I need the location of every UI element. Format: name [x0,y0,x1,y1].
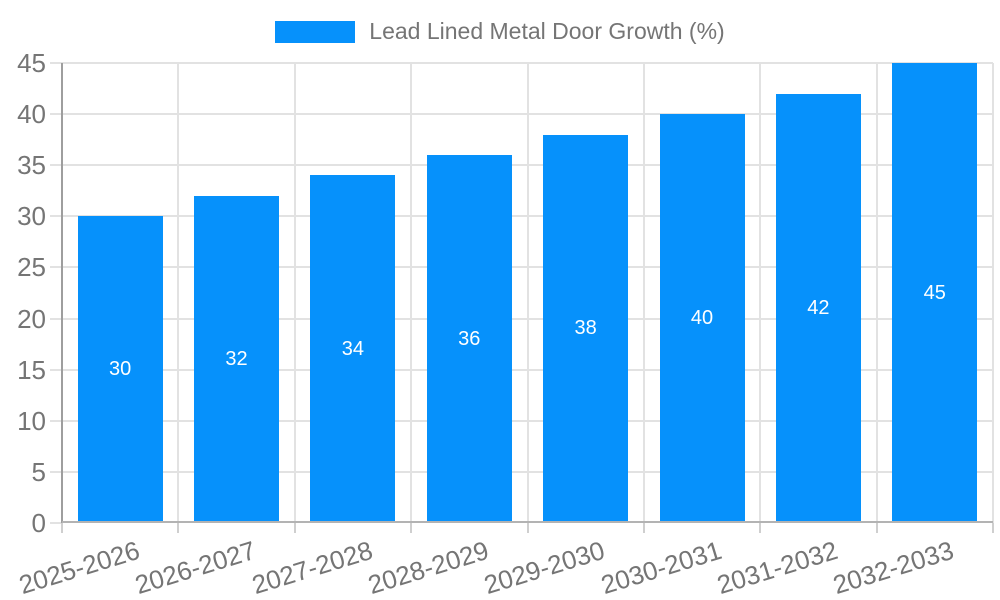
h-gridline [50,522,62,524]
h-gridline [50,317,993,320]
legend-swatch[interactable] [275,20,356,43]
bar-slot: 36 [411,63,527,523]
x-axis-tick-label: 2026-2027 [131,535,260,600]
bar-slot: 30 [62,63,178,523]
bar-2026-2027: 32 [194,195,280,523]
bar-2029-2030: 38 [543,134,629,523]
x-axis-tick [410,523,413,533]
y-axis-tick-label: 35 [17,150,46,181]
bar-value-label: 36 [458,327,481,350]
bar-2027-2028: 34 [310,175,396,523]
h-gridline [50,62,993,64]
bar-value-label: 38 [574,317,597,340]
v-gridline [759,63,762,523]
x-axis-tick [61,523,63,533]
bar-value-label: 30 [109,358,132,381]
bar-2028-2029: 36 [426,155,512,523]
x-axis-tick-label: 2025-2026 [15,535,143,600]
bar-slot: 40 [644,63,760,523]
h-gridline [50,470,993,473]
y-axis-tick-label: 40 [17,99,46,130]
x-axis-tick-label: 2029-2030 [480,535,609,600]
bar-2025-2026: 30 [77,216,163,523]
bar-2031-2032: 42 [775,93,861,523]
bar-value-label: 32 [225,347,248,370]
x-axis-tick-label: 2027-2028 [248,535,376,600]
v-gridline [293,63,296,523]
x-axis-tick [875,523,878,533]
v-gridline [177,63,180,523]
x-axis-tick-label: 2032-2033 [829,535,958,600]
y-axis-tick-label: 45 [17,48,46,78]
h-gridline [50,113,993,116]
bar-slot: 42 [760,63,876,523]
bar-slot: 38 [528,63,644,523]
x-axis-tick-label: 2030-2031 [597,535,725,600]
x-axis-tick-label: 2031-2032 [713,535,842,600]
v-gridline [992,63,994,523]
bar-2030-2031: 40 [659,114,745,523]
h-gridline [50,266,993,269]
y-axis-tick-label: 5 [31,456,46,487]
x-axis-tick [293,523,296,533]
x-axis-tick [992,523,994,533]
y-axis-tick-label: 25 [17,252,46,283]
v-gridline [642,63,645,523]
y-axis-tick-label: 30 [17,201,46,232]
v-gridline [526,63,529,523]
plot-area: 30 32 34 36 38 40 42 45 0 5 10 15 20 25 30 35 40 45 2025-… [15,50,994,600]
bar-slot: 34 [295,63,411,523]
y-axis-tick-label: 0 [31,508,46,538]
x-axis-line [62,521,993,523]
bar-slot: 32 [178,63,294,523]
bar-value-label: 34 [341,337,365,360]
h-gridline [50,164,993,167]
h-gridline [50,419,993,422]
bar-value-label: 45 [923,281,946,304]
x-axis-tick-label: 2028-2029 [364,535,493,600]
x-axis-tick [759,523,762,533]
y-axis-tick-label: 15 [17,354,46,385]
v-gridline [875,63,878,523]
x-axis-tick [177,523,180,533]
h-gridline [50,215,993,218]
v-gridline [410,63,413,523]
legend-label[interactable]: Lead Lined Metal Door Growth (%) [369,18,725,44]
x-axis-tick [642,523,645,533]
y-axis-line [61,63,63,523]
x-axis-tick [526,523,529,533]
h-gridline [50,368,993,371]
bar-2032-2033: 45 [892,63,978,523]
y-axis-tick-label: 10 [17,405,46,436]
bar-value-label: 42 [807,296,830,319]
bar-slot: 45 [877,63,993,523]
legend: Lead Lined Metal Door Growth (%) [0,18,1000,45]
y-axis-tick-label: 20 [17,303,46,334]
bar-value-label: 40 [690,307,714,330]
